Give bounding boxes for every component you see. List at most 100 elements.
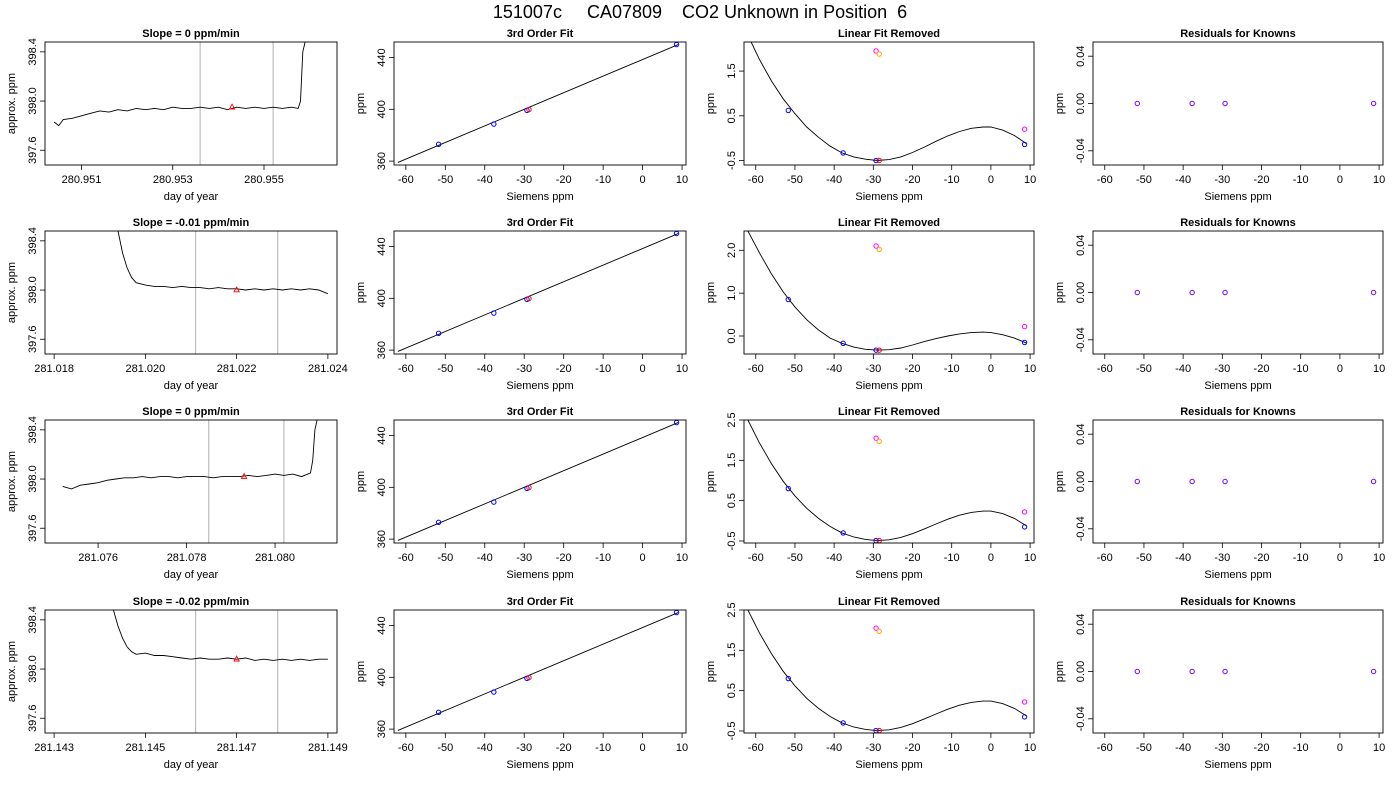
data-point — [1189, 668, 1195, 675]
x-axis-label: Siemens ppm — [1204, 380, 1271, 392]
y-tick-label: -0.04 — [1075, 327, 1087, 352]
y-tick-label: 400 — [376, 478, 388, 496]
y-tick-label: 440 — [376, 616, 388, 634]
data-point — [1370, 289, 1377, 296]
x-tick-label: -30 — [865, 174, 881, 186]
x-tick-label: 10 — [1024, 174, 1036, 186]
x-tick-label: 0 — [640, 174, 646, 186]
x-tick-label: -50 — [1136, 174, 1152, 186]
y-tick-label: 2.0 — [726, 243, 738, 258]
y-axis-label: ppm — [705, 282, 717, 303]
y-tick-label: 397.6 — [27, 325, 39, 353]
y-tick-label: 397.6 — [27, 136, 39, 164]
y-tick-label: 1.5 — [726, 63, 738, 78]
x-tick-label: -50 — [787, 363, 803, 375]
data-point — [1134, 289, 1140, 296]
x-tick-label: 0 — [988, 552, 994, 564]
x-tick-label: -20 — [1254, 552, 1270, 564]
x-tick-label: 280.955 — [244, 174, 284, 186]
x-tick-label: 10 — [1024, 363, 1036, 375]
x-tick-label: 10 — [676, 363, 688, 375]
x-tick-label: 0 — [640, 552, 646, 564]
data-point — [1021, 699, 1028, 705]
data-point — [1370, 100, 1377, 107]
x-tick-label: -20 — [556, 363, 572, 375]
x-tick-label: -50 — [1136, 552, 1152, 564]
chart-title: 3rd Order Fit — [507, 28, 574, 40]
y-axis-label: approx. ppm — [6, 73, 18, 134]
x-tick-label: 0 — [1337, 174, 1343, 186]
series-line — [117, 231, 329, 295]
x-tick-label: -50 — [787, 552, 803, 564]
x-tick-label: 10 — [1373, 363, 1385, 375]
plot-frame — [1092, 419, 1384, 544]
x-tick-label: -30 — [516, 742, 532, 754]
x-tick-label: -40 — [826, 363, 842, 375]
y-axis-label: ppm — [1054, 661, 1066, 682]
y-tick-label: 440 — [376, 237, 388, 255]
data-point — [1222, 289, 1228, 296]
x-axis-label: Siemens ppm — [855, 759, 922, 771]
x-tick-label: -10 — [944, 742, 960, 754]
data-point — [435, 519, 442, 525]
x-tick-label: 0 — [1337, 552, 1343, 564]
y-tick-label: 360 — [376, 530, 388, 548]
data-point — [1021, 339, 1028, 346]
plot-frame — [393, 609, 687, 734]
x-tick-label: -60 — [748, 552, 764, 564]
data-point — [873, 48, 879, 54]
x-tick-label: -30 — [1214, 742, 1230, 754]
x-tick-label: -60 — [1097, 174, 1113, 186]
data-point — [785, 485, 791, 492]
y-tick-label: 0.04 — [1075, 423, 1087, 444]
data-point — [1021, 524, 1028, 530]
chart-title: Linear Fit Removed — [838, 596, 940, 608]
chart-title: Linear Fit Removed — [838, 406, 940, 418]
y-tick-label: -0.5 — [726, 531, 738, 550]
data-point — [785, 296, 791, 303]
x-tick-label: 281.024 — [308, 363, 348, 375]
data-point — [1222, 668, 1228, 675]
x-tick-label: -40 — [1175, 552, 1191, 564]
chart-r2c2: 3rd Order Fit -60 -50 -40 -30 -20 -10 0 10 360 400… — [355, 217, 688, 392]
data-point — [840, 720, 846, 726]
x-tick-label: -30 — [516, 552, 532, 564]
series-line — [397, 44, 679, 163]
y-axis-label: ppm — [705, 93, 717, 114]
y-tick-label: -0.5 — [726, 151, 738, 170]
y-tick-label: 0.00 — [1075, 661, 1087, 682]
y-axis-label: ppm — [1054, 471, 1066, 492]
x-tick-label: 10 — [676, 742, 688, 754]
chart-r4c1: Slope = -0.02 ppm/min 281.143 281.145 281.1… — [6, 596, 348, 771]
sample-marker — [228, 103, 236, 110]
x-tick-label: 281.076 — [78, 552, 118, 564]
plot-frame — [44, 419, 338, 544]
x-tick-label: -20 — [905, 552, 921, 564]
x-tick-label: 281.143 — [34, 742, 74, 754]
y-tick-label: 0.04 — [1075, 234, 1087, 255]
x-tick-label: 10 — [1373, 742, 1385, 754]
y-axis-label: ppm — [1054, 93, 1066, 114]
data-point — [526, 106, 532, 113]
y-tick-label: -0.04 — [1075, 706, 1087, 731]
data-point — [840, 340, 846, 346]
data-point — [1222, 478, 1228, 485]
plot-frame — [393, 419, 687, 544]
x-axis-label: Siemens ppm — [855, 380, 922, 392]
chart-title: Linear Fit Removed — [838, 28, 940, 40]
x-tick-label: 281.080 — [255, 552, 295, 564]
plot-frame — [743, 41, 1035, 166]
data-point — [435, 709, 442, 715]
data-point — [1189, 478, 1195, 485]
x-tick-label: -60 — [1097, 363, 1113, 375]
x-axis-label: day of year — [164, 191, 219, 203]
data-point — [1370, 478, 1377, 485]
plot-frame — [1092, 609, 1384, 734]
chart-r3c1: Slope = 0 ppm/min 281.076 281.078 281.080 39… — [6, 406, 338, 581]
x-tick-label: 281.147 — [217, 742, 257, 754]
data-point — [873, 157, 879, 164]
x-tick-label: 10 — [1373, 174, 1385, 186]
x-axis-label: day of year — [164, 569, 219, 581]
y-tick-label: 360 — [376, 720, 388, 738]
chart-title: 3rd Order Fit — [507, 217, 574, 229]
